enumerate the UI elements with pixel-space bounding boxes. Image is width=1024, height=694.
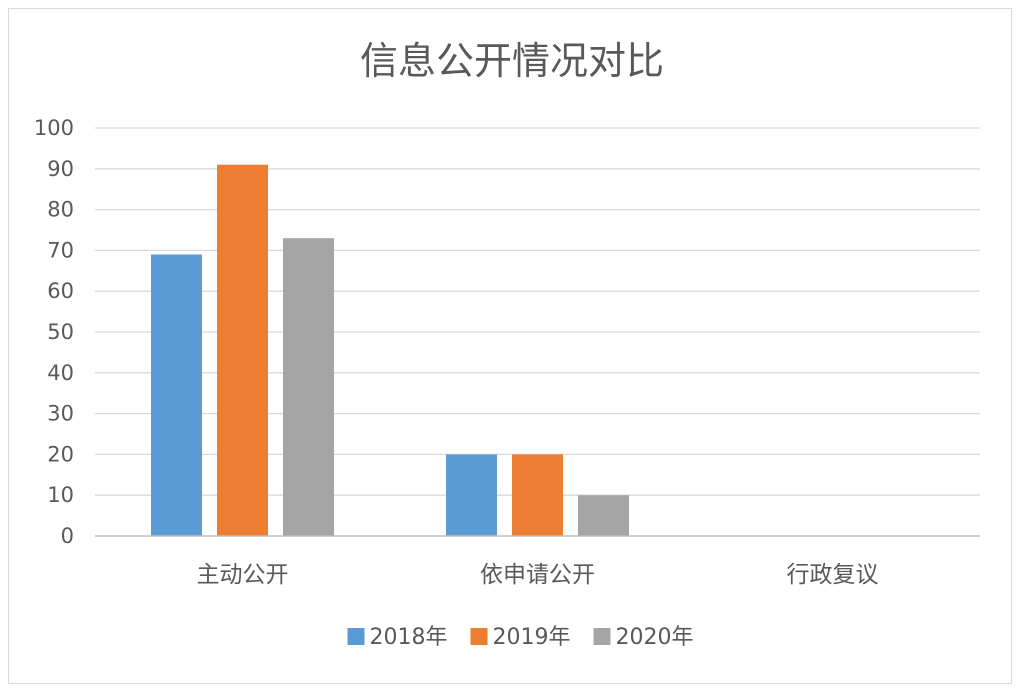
y-tick-label: 10: [47, 483, 74, 507]
y-tick-label: 100: [34, 116, 74, 140]
y-tick-label: 80: [47, 198, 74, 222]
legend-label: 2019年: [493, 625, 571, 650]
bar: [217, 164, 268, 536]
y-axis-ticks: 0 10 20 30 40 50 60 70 80 90 100: [34, 116, 74, 548]
bar: [151, 254, 202, 537]
y-tick-label: 50: [47, 320, 74, 344]
x-category-label: 行政复议: [787, 562, 879, 588]
x-category-label: 主动公开: [197, 562, 289, 588]
legend-swatch: [470, 628, 488, 645]
y-tick-label: 30: [47, 402, 74, 426]
legend-label: 2020年: [616, 625, 694, 650]
bar: [283, 238, 334, 536]
y-tick-label: 0: [61, 524, 74, 548]
y-tick-label: 90: [47, 157, 74, 181]
y-tick-label: 70: [47, 238, 74, 262]
legend-swatch: [593, 628, 611, 645]
x-category-label: 依申请公开: [480, 562, 595, 588]
x-axis-categories: 主动公开 依申请公开 行政复议: [197, 562, 879, 588]
bars: [151, 164, 629, 537]
y-tick-label: 20: [47, 442, 74, 466]
y-tick-label: 60: [47, 279, 74, 303]
bar: [446, 454, 497, 536]
bar: [512, 454, 563, 536]
y-tick-label: 40: [47, 361, 74, 385]
legend-swatch: [347, 628, 365, 645]
legend-label: 2018年: [370, 625, 448, 650]
bar: [578, 495, 629, 536]
chart-title: 信息公开情况对比: [360, 39, 664, 83]
legend: 2018年 2019年 2020年: [347, 625, 694, 650]
